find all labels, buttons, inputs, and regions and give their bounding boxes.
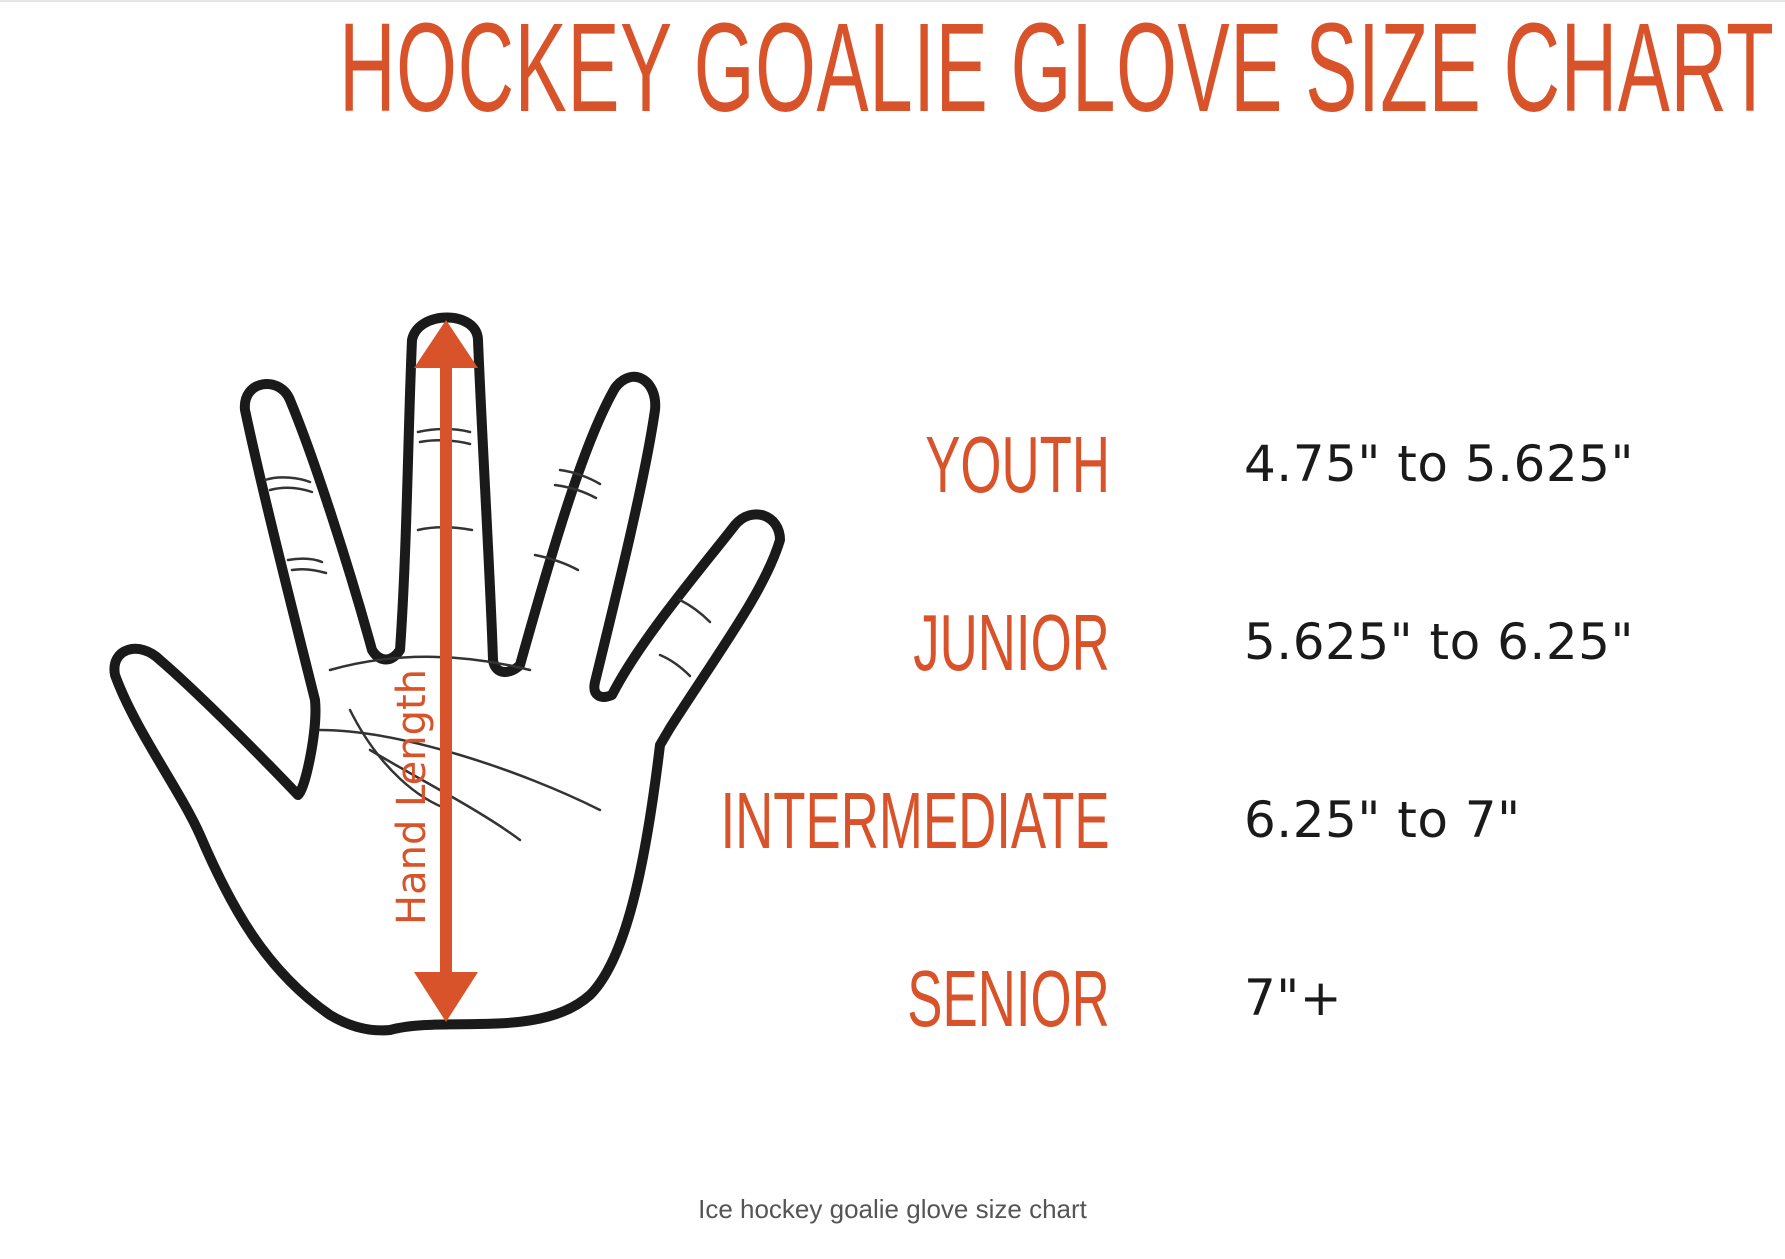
arrow-label: Hand Length [389,669,435,925]
size-range: 5.625" to 6.25" [1244,613,1634,671]
size-range: 7"+ [1244,969,1343,1027]
page-title: HOCKEY GOALIE GLOVE SIZE CHART [339,0,1775,138]
size-label: YOUTH [925,420,1110,509]
size-row-intermediate: INTERMEDIATE 6.25" to 7" [721,776,1720,866]
double-arrow-icon [414,320,478,1022]
size-range: 4.75" to 5.625" [1244,435,1634,493]
size-row-senior: SENIOR 7"+ [820,954,1720,1044]
size-row-junior: JUNIOR 5.625" to 6.25" [820,598,1720,688]
hand-outline [109,312,785,1036]
size-label: INTERMEDIATE [720,776,1110,865]
size-label: JUNIOR [913,598,1110,687]
size-label: SENIOR [907,954,1110,1043]
image-caption: Ice hockey goalie glove size chart [698,1194,1087,1224]
hand-outline-icon: Hand Length [109,312,785,1036]
size-range: 6.25" to 7" [1244,791,1521,849]
size-row-youth: YOUTH 4.75" to 5.625" [820,420,1720,510]
top-divider [0,0,1785,2]
